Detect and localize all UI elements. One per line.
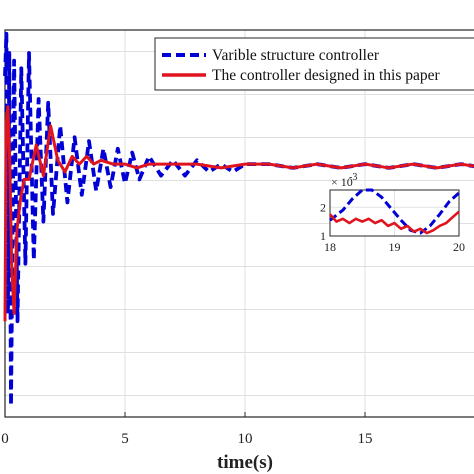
inset-x-tick-label-2: 20 (453, 240, 465, 254)
legend-label-series-0: Varible structure controller (212, 47, 380, 64)
x-tick-label-3: 15 (358, 431, 373, 447)
inset-series-group (329, 188, 460, 235)
main-series-group (3, 31, 474, 408)
inset-series-line-0 (329, 188, 460, 235)
inset-multiplier-base: × 10 (331, 175, 353, 189)
inset-y-tick-label-0: 1 (320, 229, 326, 243)
inset-multiplier-exp: -3 (349, 172, 357, 183)
inset-ticks: 18 19 20 1 2 (320, 200, 465, 254)
inset-y-tick-label-1: 2 (320, 200, 326, 214)
series-line-1 (3, 105, 474, 322)
legend: Varible structure controller The control… (154, 37, 474, 91)
inset-series-line-1 (329, 210, 460, 235)
x-axis-title: time(s) (217, 452, 273, 473)
inset-x-tick-label-0: 18 (324, 240, 336, 254)
x-tick-label-0: 0 (1, 431, 9, 447)
inset-chart: 18 19 20 1 2 × 10 -3 (320, 172, 465, 254)
x-axis-ticks: 0 5 10 15 (1, 412, 373, 447)
x-tick-label-1: 5 (121, 431, 129, 447)
inset-x-tick-label-1: 19 (389, 240, 401, 254)
legend-box (154, 37, 474, 91)
x-tick-label-2: 10 (238, 431, 253, 447)
legend-label-series-1: The controller designed in this paper (212, 67, 441, 84)
